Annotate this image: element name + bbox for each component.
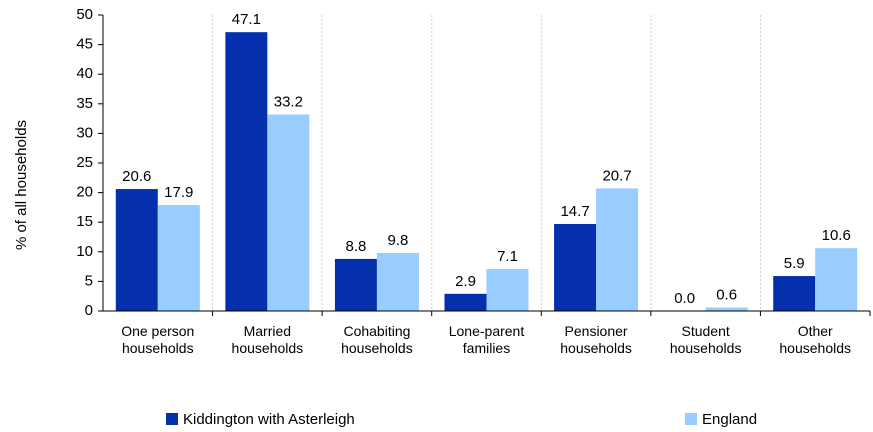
y-tick-label: 10 [76,243,93,260]
bar [225,32,268,311]
bar [773,276,816,311]
legend-swatch [685,413,697,425]
value-label: 7.1 [497,248,518,265]
x-tick-label: Cohabiting households [341,323,413,356]
bar [376,252,419,311]
value-label: 20.6 [122,168,151,185]
y-tick-label: 25 [76,154,93,171]
y-tick-label: 45 [76,36,93,53]
bar [815,248,858,311]
y-tick-label: 40 [76,65,93,82]
bar [157,205,200,311]
value-label: 0.6 [716,286,737,303]
bar [444,293,487,311]
value-label: 0.0 [674,290,695,307]
value-label: 17.9 [164,184,193,201]
value-label: 5.9 [784,255,805,272]
value-label: 14.7 [560,203,589,220]
bar [115,189,158,311]
x-tick-label: Lone-parent families [448,323,525,356]
value-label: 10.6 [822,227,851,244]
y-tick-label: 35 [76,95,93,112]
bar [334,258,377,311]
legend-label: England [702,411,757,428]
bar [596,188,639,311]
value-label: 20.7 [602,167,631,184]
x-tick-label: Other households [779,323,852,356]
legend-label: Kiddington with Asterleigh [183,411,355,428]
legend-swatch [166,413,178,425]
bar [267,114,310,312]
x-tick-label: Pensioner households [560,323,632,356]
y-axis-title: % of all households [13,120,30,250]
x-tick-label: Married households [231,323,304,356]
value-label: 9.8 [387,232,408,249]
y-tick-label: 20 [76,184,93,201]
bar [705,307,748,311]
y-tick-label: 0 [85,302,93,319]
y-tick-label: 15 [76,213,93,230]
y-tick-label: 30 [76,124,93,141]
bar [486,268,529,311]
y-tick-label: 5 [85,272,93,289]
value-label: 47.1 [232,11,261,28]
value-label: 8.8 [345,238,366,255]
x-tick-label: One person households [121,323,195,356]
bar [554,223,597,311]
x-tick-label: Student households [669,323,742,356]
value-label: 33.2 [274,93,303,110]
y-tick-label: 50 [76,6,93,23]
value-label: 2.9 [455,273,476,290]
